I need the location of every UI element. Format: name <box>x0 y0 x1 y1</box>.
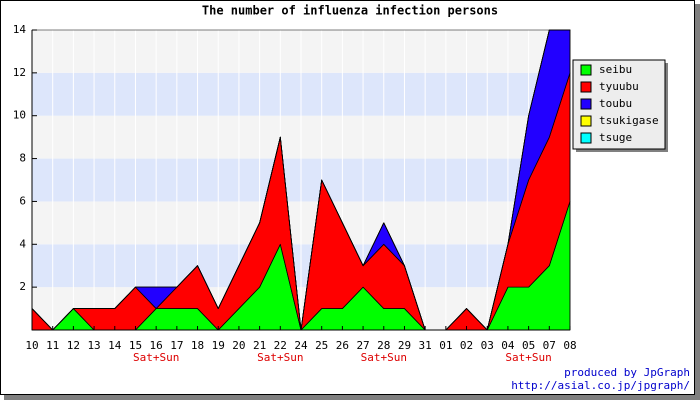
legend-swatch <box>580 64 592 76</box>
x-tick-label: 10 <box>25 339 38 352</box>
credit: produced by JpGraph <box>564 366 690 379</box>
x-tick-label: 03 <box>481 339 494 352</box>
x-tick-label: 17 <box>170 339 183 352</box>
x-tick-label: 02 <box>460 339 473 352</box>
legend-swatch <box>580 98 592 110</box>
x-tick-label: 01 <box>439 339 452 352</box>
x-tick-label: 22 <box>274 339 287 352</box>
legend-label: tyuubu <box>599 80 639 93</box>
x-tick-label: 11 <box>46 339 59 352</box>
y-tick-label: 4 <box>19 237 26 250</box>
legend-label: toubu <box>599 97 632 110</box>
x-tick-label: 07 <box>543 339 556 352</box>
y-tick-label: 6 <box>19 194 26 207</box>
x-tick-label: 26 <box>336 339 349 352</box>
legend-swatch <box>580 81 592 93</box>
credit: http://asial.co.jp/jpgraph/ <box>511 379 690 392</box>
annotation: Sat+Sun <box>133 351 179 364</box>
x-tick-label: 25 <box>315 339 328 352</box>
y-tick-label: 12 <box>13 66 26 79</box>
legend-swatch <box>580 132 592 144</box>
annotation: Sat+Sun <box>361 351 407 364</box>
x-tick-label: 28 <box>377 339 390 352</box>
x-tick-label: 21 <box>253 339 266 352</box>
chart-title: The number of influenza infection person… <box>202 4 498 18</box>
annotation: Sat+Sun <box>505 351 551 364</box>
x-tick-label: 20 <box>232 339 245 352</box>
x-tick-label: 13 <box>87 339 100 352</box>
y-tick-label: 10 <box>13 109 26 122</box>
legend-label: tsukigase <box>599 114 659 127</box>
x-tick-label: 29 <box>398 339 411 352</box>
x-tick-label: 12 <box>67 339 80 352</box>
legend-label: tsuge <box>599 131 632 144</box>
y-tick-label: 14 <box>13 23 27 36</box>
y-tick-label: 8 <box>19 152 26 165</box>
x-tick-label: 19 <box>212 339 225 352</box>
x-tick-label: 08 <box>563 339 576 352</box>
annotation: Sat+Sun <box>257 351 303 364</box>
legend-label: seibu <box>599 63 632 76</box>
x-tick-label: 05 <box>522 339 535 352</box>
x-tick-label: 15 <box>129 339 142 352</box>
legend-swatch <box>580 115 592 127</box>
x-tick-label: 04 <box>501 339 515 352</box>
y-tick-label: 2 <box>19 280 26 293</box>
x-tick-label: 31 <box>419 339 432 352</box>
x-tick-label: 27 <box>356 339 369 352</box>
x-tick-label: 18 <box>191 339 204 352</box>
x-tick-label: 16 <box>150 339 163 352</box>
x-tick-label: 14 <box>108 339 122 352</box>
x-tick-label: 24 <box>294 339 308 352</box>
